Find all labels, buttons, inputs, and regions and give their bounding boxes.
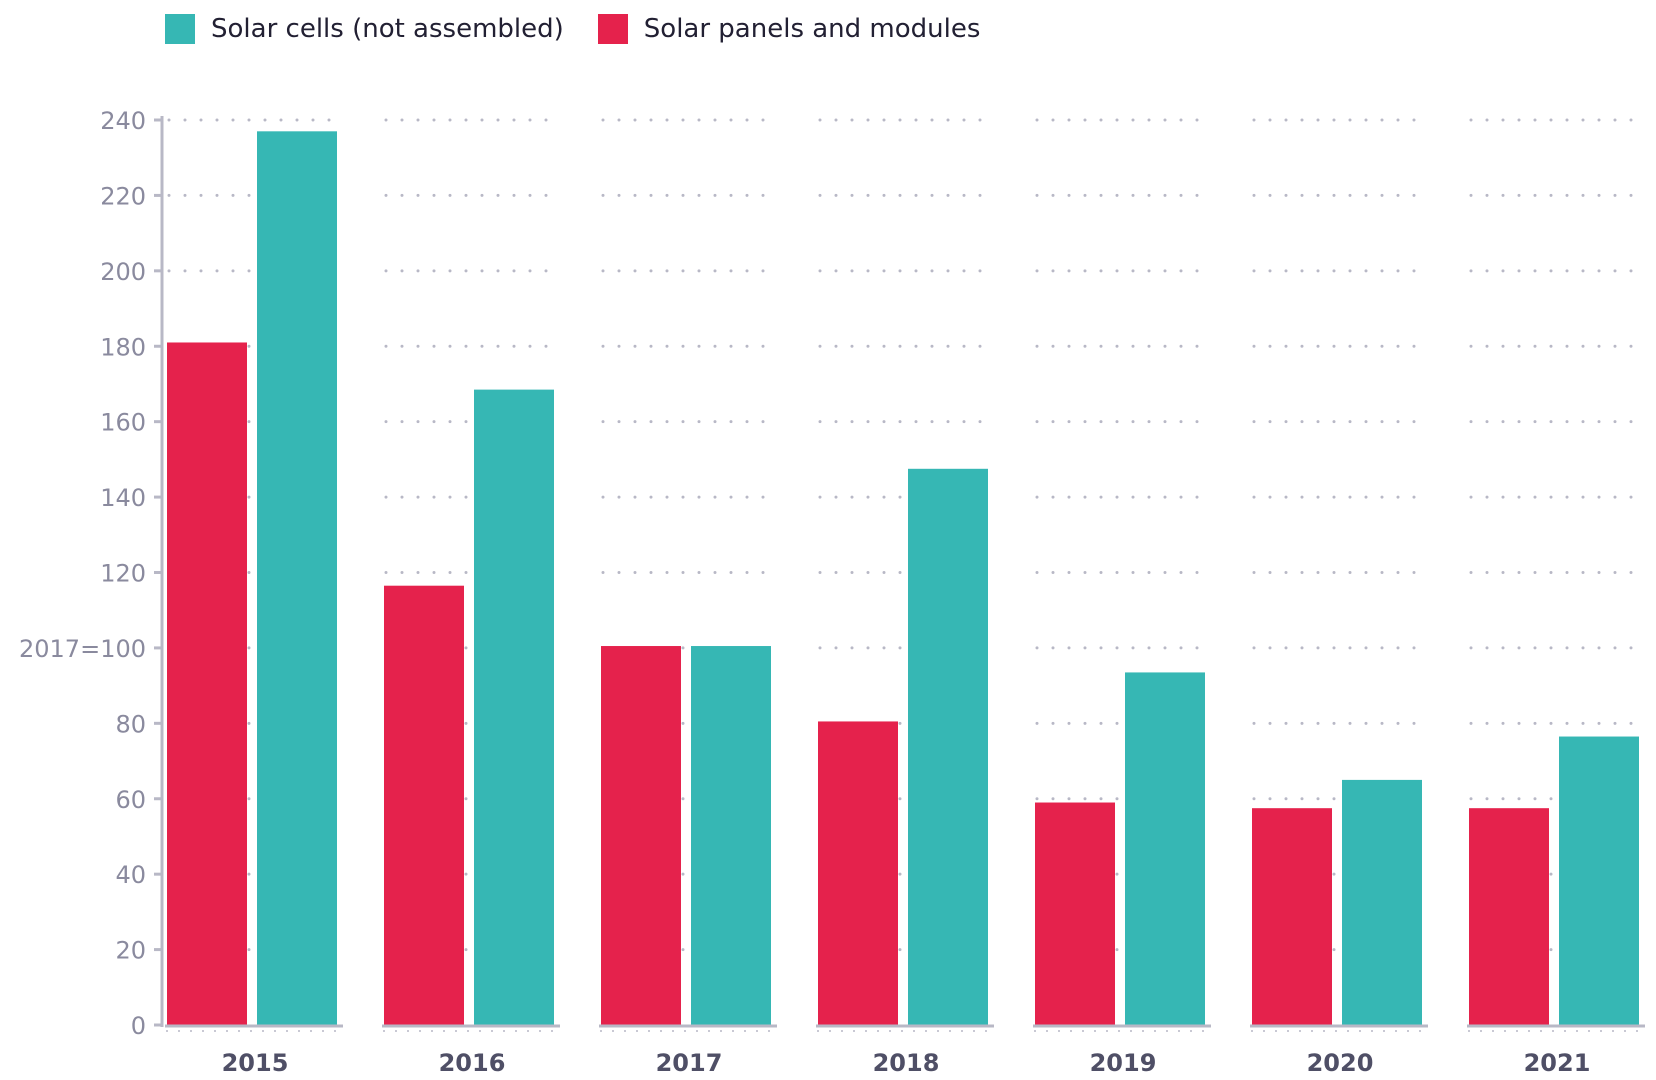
y-tick-label: 180 <box>100 333 146 361</box>
y-tick-label: 240 <box>100 107 146 135</box>
x-tick-label-2015: 2015 <box>222 1049 289 1077</box>
y-tick-label: 140 <box>100 484 146 512</box>
y-tick-label: 200 <box>100 258 146 286</box>
bar-solar-panels-2021 <box>1469 808 1549 1025</box>
bar-solar-panels-2020 <box>1252 808 1332 1025</box>
x-tick-label-2016: 2016 <box>439 1049 506 1077</box>
bar-solar-panels-2015 <box>167 342 247 1026</box>
legend-swatch-solar-cells <box>165 14 195 44</box>
bar-solar-panels-2017 <box>601 646 681 1025</box>
legend-label-solar-cells: Solar cells (not assembled) <box>211 14 564 44</box>
bar-solar-panels-2016 <box>384 585 464 1025</box>
y-tick-label: 120 <box>100 560 146 588</box>
x-tick-label-2017: 2017 <box>656 1049 723 1077</box>
bar-solar-cells-2019 <box>1125 672 1205 1025</box>
legend-label-solar-panels: Solar panels and modules <box>643 14 981 44</box>
x-tick-label-2020: 2020 <box>1307 1049 1374 1077</box>
bar-solar-cells-2015 <box>257 131 337 1025</box>
bar-solar-cells-2021 <box>1559 736 1639 1025</box>
y-tick-label: 160 <box>100 409 146 437</box>
y-tick-label: 60 <box>115 786 146 814</box>
y-tick-label: 20 <box>115 937 146 965</box>
x-tick-label-2019: 2019 <box>1090 1049 1157 1077</box>
legend-item-solar-panels: Solar panels and modules <box>597 14 981 44</box>
x-tick-label-2018: 2018 <box>873 1049 940 1077</box>
y-tick-label: 0 <box>131 1012 146 1040</box>
y-tick-label: 40 <box>115 861 146 889</box>
bar-solar-cells-2018 <box>908 468 988 1025</box>
legend-swatch-solar-panels <box>597 14 628 44</box>
y-tick-label: 80 <box>115 710 146 738</box>
bar-solar-panels-2018 <box>818 721 898 1025</box>
legend: Solar cells (not assembled) Solar panels… <box>165 14 980 44</box>
bar-solar-cells-2017 <box>691 646 771 1025</box>
bar-solar-panels-2019 <box>1035 802 1115 1025</box>
bar-solar-cells-2020 <box>1342 779 1422 1025</box>
legend-item-solar-cells: Solar cells (not assembled) <box>165 14 564 44</box>
bar-solar-cells-2016 <box>474 389 554 1025</box>
y-tick-label: 2017=100 <box>19 635 146 663</box>
x-tick-label-2021: 2021 <box>1524 1049 1591 1077</box>
y-tick-label: 220 <box>100 182 146 210</box>
